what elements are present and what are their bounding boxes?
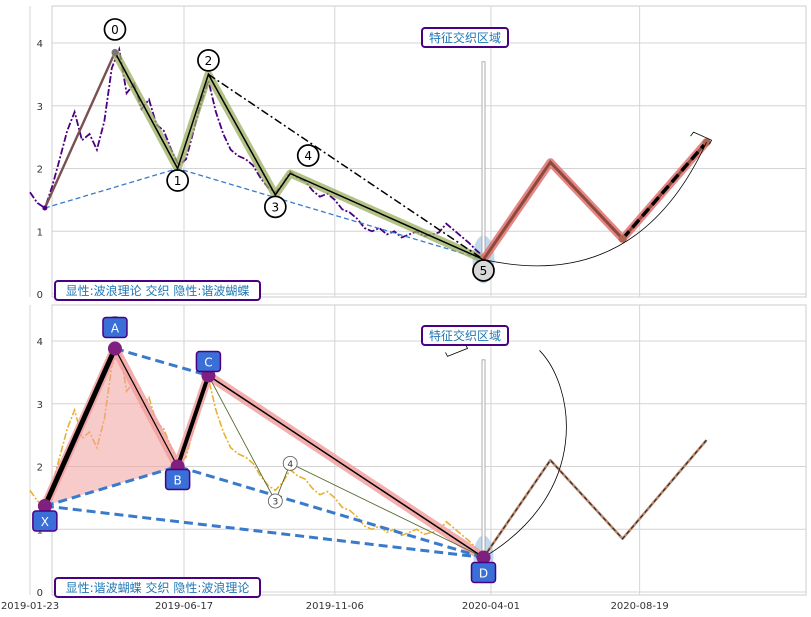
pattern-label-B: B [174, 474, 182, 488]
leg-bc [175, 374, 211, 468]
wave-dot-0 [111, 48, 119, 56]
y-tick-label: 4 [37, 39, 43, 50]
base-line-xbd [44, 464, 484, 559]
wave-2-5-line [208, 73, 484, 261]
x-tick-label: 2020-08-19 [611, 601, 669, 612]
y-tick-label: 3 [37, 400, 43, 411]
legend-bottom-box [54, 577, 261, 598]
projection-vertex [618, 234, 627, 243]
wave-point-label-0-circle [103, 18, 127, 41]
projection-dash [621, 140, 708, 240]
small-wave-line [208, 375, 484, 558]
pattern-label-C-box [195, 350, 222, 373]
pattern-label-A-box [102, 316, 128, 339]
interweave-box-bottom-box [421, 325, 509, 346]
wave-point-label-2-circle [197, 49, 220, 72]
triangle-xab [44, 348, 178, 506]
wave-point-label-5-circle [472, 259, 495, 282]
x-tick-label: 2019-01-23 [1, 601, 59, 612]
pattern-label-X: X [41, 515, 49, 529]
plot-area [51, 304, 807, 596]
small-wave-label-4-circle [282, 455, 298, 471]
base-line-xd [44, 504, 484, 559]
wave-point-label-4: 4 [304, 149, 312, 163]
wave-point-label-1: 1 [174, 174, 182, 188]
legend-top: 显性:波浪理论 交织 隐性:谐波蝴蝶 [66, 283, 250, 298]
wave-point-label-5: 5 [480, 264, 488, 278]
small-wave-label-3: 3 [272, 498, 278, 508]
y-tick-label: 3 [37, 102, 43, 113]
interweave-marker-bar [481, 359, 486, 555]
projection-arc [483, 141, 707, 267]
wave-point-label-3-circle [263, 195, 287, 219]
x-tick-label: 2019-06-17 [155, 601, 213, 612]
pattern-label-D-box [470, 561, 497, 584]
plot-area [51, 5, 807, 298]
projection-arc [483, 350, 567, 558]
projection-bracket [690, 131, 713, 145]
vertex-dot-D [476, 550, 491, 565]
start-dot [42, 205, 48, 211]
bottom-panel: 0123434XABCD特征交织区域显性:谐波蝴蝶 交织 隐性:波浪理论 [29, 304, 807, 599]
vertex-dot-A [107, 341, 122, 356]
projection-bracket [445, 344, 469, 357]
y-tick-label: 0 [37, 588, 43, 599]
wave-point-label-4-circle [296, 144, 320, 167]
legend-top-box [54, 280, 261, 301]
pattern-label-A: A [111, 322, 120, 336]
pattern-label-B-box [164, 468, 191, 491]
wave-line [114, 52, 484, 261]
small-wave-label-4: 4 [287, 460, 293, 470]
vertex-dot-X [37, 499, 52, 514]
x-tick-label: 2020-04-01 [462, 601, 520, 612]
projection-dash [483, 439, 707, 558]
small-wave-label-3-circle [267, 493, 283, 509]
interweave-marker-bar [481, 61, 486, 257]
wave-point-label-2: 2 [205, 54, 213, 68]
y-tick-label: 4 [37, 337, 43, 348]
pattern-label-C: C [204, 356, 212, 370]
y-tick-label: 0 [37, 290, 43, 301]
x-axis: 2019-01-23 2019-06-17 2019-11-06 2020-04-01… [1, 601, 669, 612]
y-tick-label: 2 [37, 165, 43, 176]
wave-point-label-3: 3 [272, 200, 280, 214]
x-tick-label: 2019-11-06 [306, 601, 364, 612]
interweave-box-top-box [421, 27, 509, 48]
wave-leg-0 [43, 51, 117, 209]
wave-point-label-1-circle [166, 169, 189, 192]
leg-cd [208, 374, 484, 559]
y-tick-label: 2 [37, 463, 43, 474]
legend-bottom: 显性:谐波蝴蝶 交织 隐性:波浪理论 [66, 580, 250, 595]
price-line [29, 45, 485, 258]
pattern-label-D: D [479, 566, 488, 580]
base-line-ac [114, 347, 209, 377]
pattern-label-X-box [32, 510, 58, 532]
interweave-box-bottom: 特征交织区域 [429, 328, 501, 343]
wave-point-label-0: 0 [111, 23, 119, 37]
leg-xa [42, 347, 118, 508]
interweave-box-top: 特征交织区域 [429, 30, 501, 45]
leg-ab [114, 348, 179, 467]
y-tick-label: 1 [37, 227, 43, 238]
